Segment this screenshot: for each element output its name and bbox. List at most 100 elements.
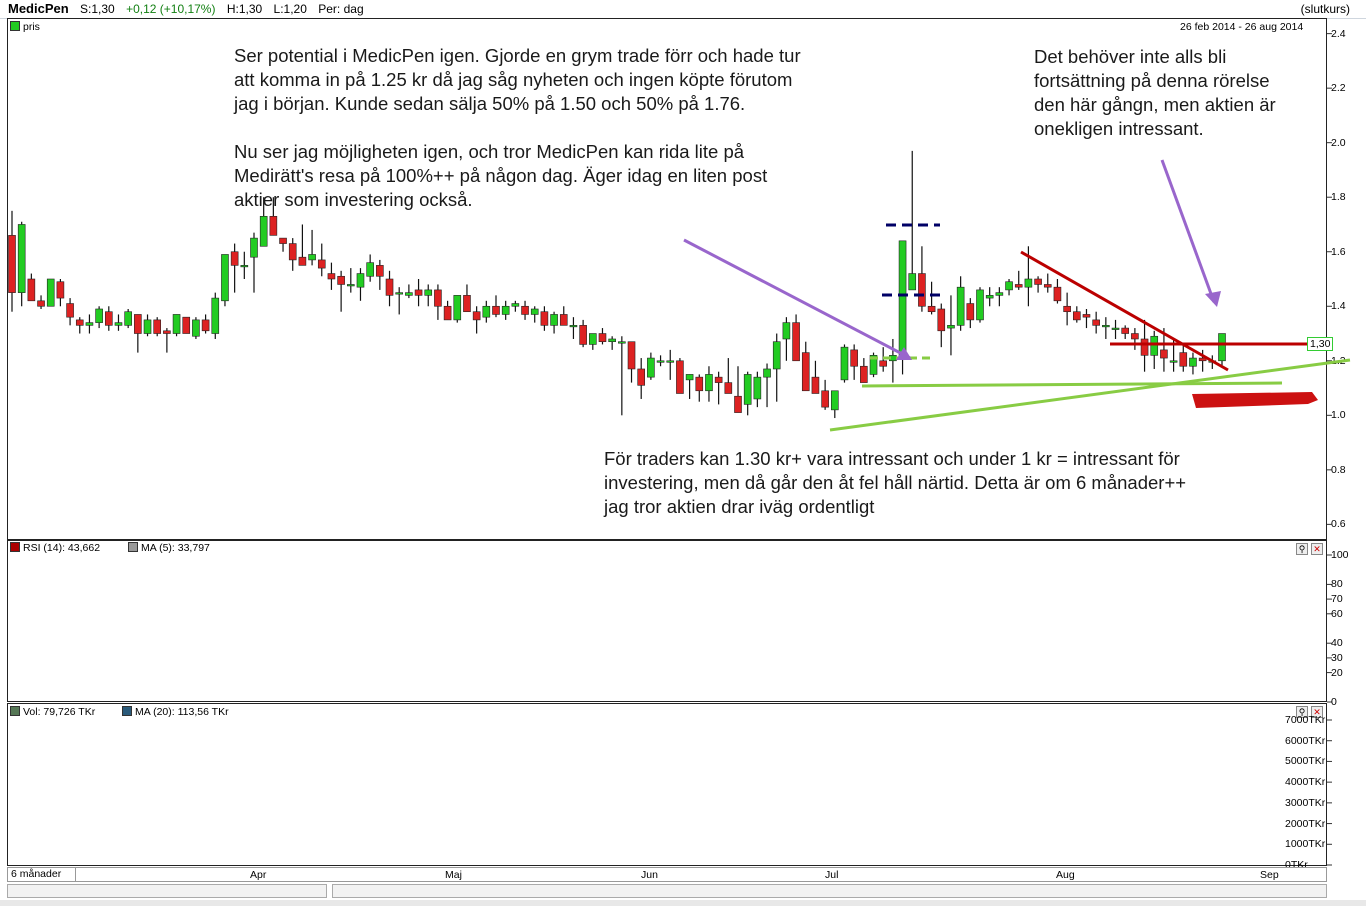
candle-down — [1179, 352, 1188, 367]
status-strip — [0, 900, 1366, 906]
candle-down — [8, 235, 16, 293]
candle-up — [840, 346, 849, 381]
candle-up — [985, 295, 994, 299]
rsi-zoom-icon[interactable]: ⚲ — [1296, 543, 1308, 555]
candle-down — [230, 251, 239, 266]
candle-down — [201, 319, 210, 332]
candle-up — [192, 319, 200, 337]
candle-down — [1160, 349, 1168, 359]
candle-down — [1131, 333, 1139, 340]
candle-down — [1043, 284, 1052, 288]
candle-up — [482, 305, 491, 318]
volume-tick-label: 6000TKr — [1285, 734, 1326, 747]
candle-down — [385, 278, 394, 296]
candle-down — [105, 311, 113, 326]
price-axis-ticks — [1327, 33, 1332, 525]
candle-up — [511, 303, 520, 307]
candle-up — [1189, 357, 1197, 367]
rsi-panel — [7, 540, 1327, 702]
date-range-label: 26 feb 2014 - 26 aug 2014 — [1180, 21, 1304, 33]
candle-down — [734, 395, 742, 413]
candle-down — [337, 275, 345, 285]
candle-down — [1092, 319, 1100, 326]
candle-down — [443, 305, 452, 321]
candle-up — [46, 278, 55, 307]
main-scrollbar[interactable] — [332, 884, 1327, 898]
candle-down — [1073, 311, 1081, 321]
candle-down — [918, 273, 926, 307]
candle-up — [898, 240, 907, 359]
candle-down — [821, 390, 829, 408]
range-selector[interactable]: 6 månader — [8, 868, 76, 881]
rsi-close-icon[interactable]: ✕ — [1311, 543, 1323, 555]
candle-up — [1218, 333, 1226, 362]
candle-up — [453, 295, 462, 321]
candle-up — [172, 314, 181, 334]
month-label: Maj — [445, 869, 462, 881]
month-label: Sep — [1260, 869, 1279, 881]
green-support-line-2 — [829, 358, 1351, 432]
candle-down — [317, 259, 326, 269]
candle-down — [1198, 357, 1207, 362]
candle-up — [608, 338, 616, 343]
candle-down — [1014, 284, 1023, 288]
price-tick-label: 0.8 — [1331, 463, 1346, 476]
candle-down — [598, 333, 607, 343]
candle-up — [308, 254, 316, 261]
high-price: H:1,30 — [226, 2, 263, 16]
rsi-tick-label: 70 — [1331, 593, 1343, 606]
volume-swatch-icon — [10, 706, 20, 716]
candle-up — [705, 374, 713, 392]
candle-down — [288, 243, 297, 261]
candle-up — [356, 273, 365, 288]
candle-down — [1034, 278, 1042, 285]
volume-ma-swatch-icon — [122, 706, 132, 716]
quote-header-bar: MedicPen S:1,30 +0,12 (+10,17%) H:1,30 L… — [0, 0, 1366, 19]
volume-ma-legend: MA (20): 113,56 TKr — [122, 706, 229, 718]
volume-close-icon[interactable]: ✕ — [1311, 706, 1323, 718]
candle-up — [114, 322, 123, 326]
candle-down — [850, 349, 858, 367]
candle-up — [143, 319, 152, 334]
candle-down — [27, 278, 36, 302]
rsi-tick-label: 0 — [1331, 696, 1337, 708]
candle-down — [792, 322, 800, 362]
candle-down — [1063, 305, 1071, 313]
candle-up — [830, 390, 839, 411]
price-tick-label: 1.0 — [1331, 409, 1346, 422]
month-label: Aug — [1056, 869, 1075, 881]
candle-down — [492, 305, 500, 315]
candle-up — [1024, 278, 1033, 288]
rsi-ma-swatch-icon — [128, 542, 138, 552]
rsi-tick-label: 40 — [1331, 637, 1343, 650]
annotation-text-3: Det behöver inte alls bli fortsättning p… — [1034, 46, 1276, 139]
candle-up — [240, 265, 249, 268]
candle-up — [550, 314, 558, 326]
candle-down — [801, 352, 810, 392]
candle-up — [647, 357, 655, 378]
price-tick-label: 2.4 — [1331, 27, 1346, 40]
month-label: Apr — [250, 869, 267, 881]
candle-up — [763, 368, 771, 378]
left-scrollbar[interactable] — [7, 884, 327, 898]
candle-up — [1102, 325, 1110, 328]
candle-up — [250, 237, 258, 258]
volume-tick-label: 5000TKr — [1285, 755, 1326, 768]
candle-up — [1150, 335, 1159, 356]
last-price-tag: 1,30 — [1307, 337, 1334, 351]
candle-down — [714, 376, 723, 383]
rsi-tick-label: 20 — [1331, 666, 1343, 679]
annotation-text-1: Ser potential i MedicPen igen. Gjorde en… — [234, 45, 801, 114]
candle-down — [879, 360, 888, 367]
candle-up — [772, 341, 781, 370]
volume-legend: Vol: 79,726 TKr — [10, 706, 95, 718]
price-tick-label: 2.0 — [1331, 136, 1346, 149]
candle-up — [1111, 327, 1120, 330]
annotation-text-2: Nu ser jag möjligheten igen, och tror Me… — [234, 141, 768, 210]
candle-down — [327, 273, 336, 280]
candle-up — [685, 374, 694, 381]
volume-zoom-icon[interactable]: ⚲ — [1296, 706, 1308, 718]
candle-up — [743, 374, 752, 405]
candle-up — [95, 308, 103, 323]
price-swatch-icon — [10, 21, 20, 31]
